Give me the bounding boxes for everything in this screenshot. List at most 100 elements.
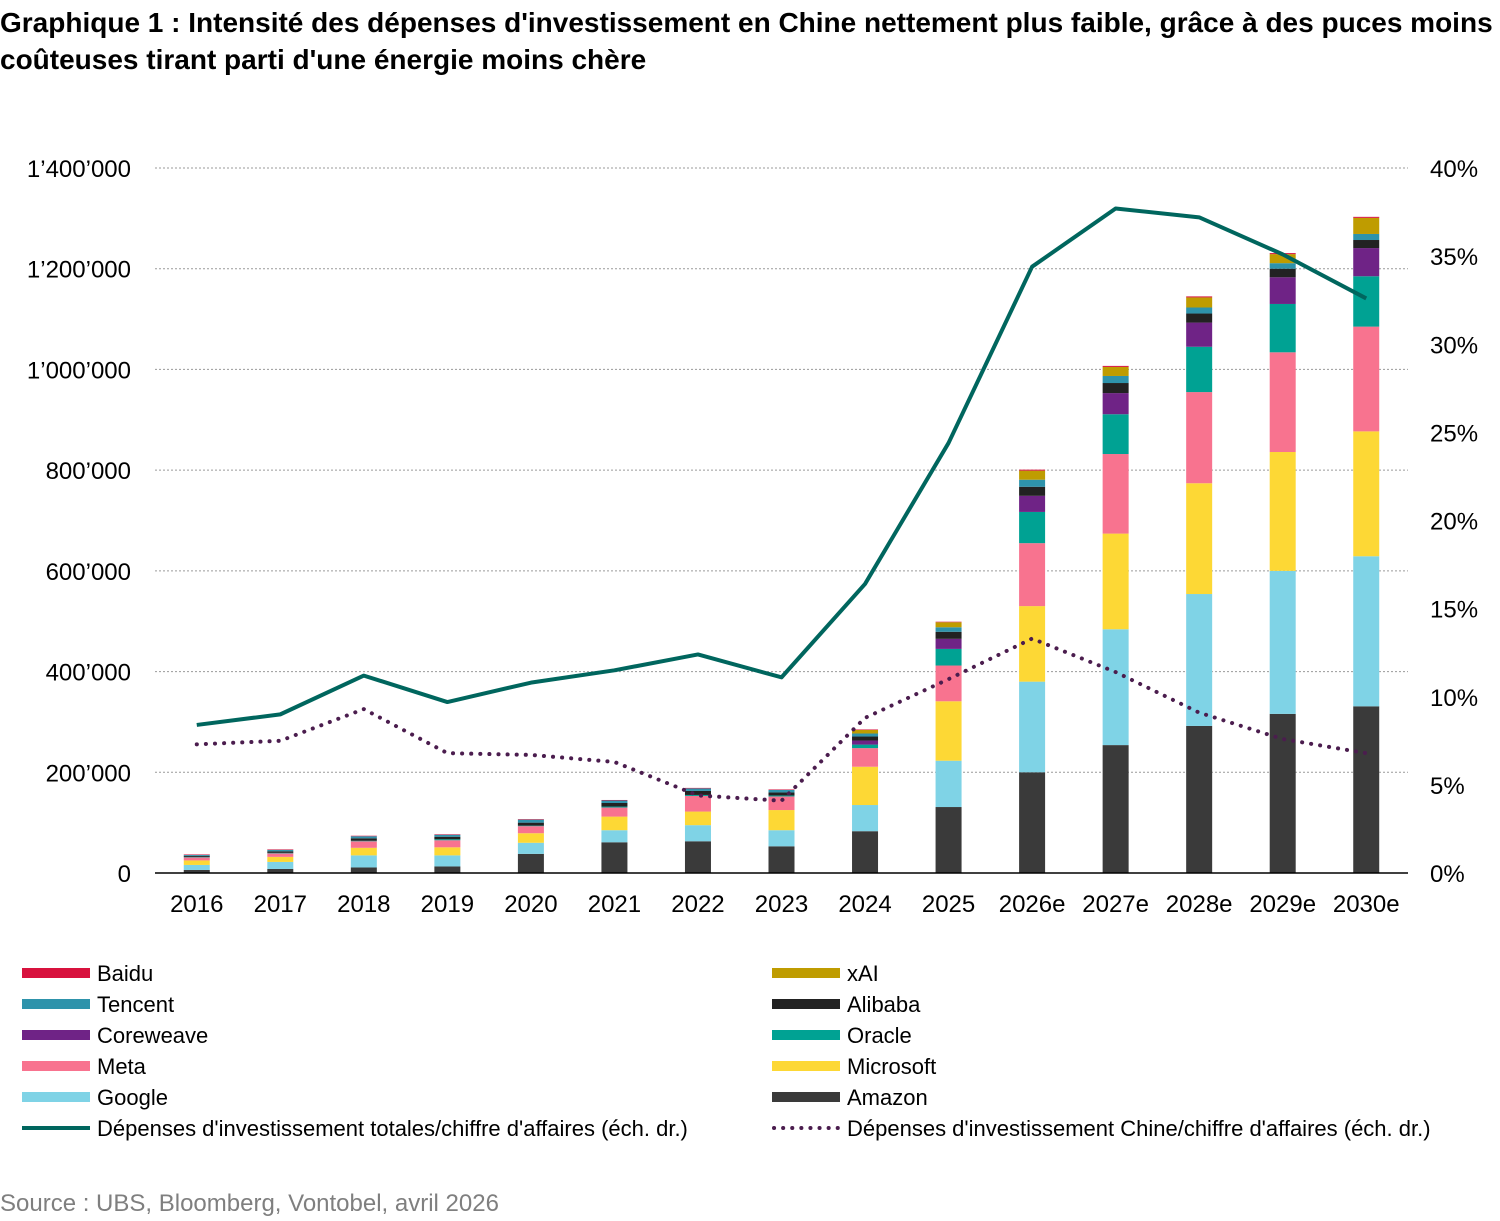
bar-tencent-2029e bbox=[1269, 263, 1296, 269]
bar-meta-2024 bbox=[852, 748, 879, 767]
legend-label: Alibaba bbox=[847, 992, 921, 1017]
bar-coreweave-2026e bbox=[1019, 495, 1046, 512]
bar-amazon-2030e bbox=[1353, 706, 1380, 873]
bar-baidu-2030e bbox=[1353, 216, 1380, 218]
bar-google-2019 bbox=[434, 855, 461, 867]
bar-alibaba-2025 bbox=[935, 631, 962, 639]
y-left-tick-label: 1’200’000 bbox=[27, 257, 131, 284]
y-left-tick-label: 0 bbox=[118, 861, 131, 888]
bar-microsoft-2025 bbox=[935, 701, 962, 761]
bar-alibaba-2022 bbox=[684, 790, 711, 795]
bar-amazon-2026e bbox=[1019, 772, 1046, 873]
bar-google-2029e bbox=[1269, 570, 1296, 714]
legend-swatch bbox=[772, 999, 840, 1009]
bar-amazon-2022 bbox=[684, 841, 711, 873]
legend-label: Google bbox=[97, 1085, 168, 1110]
x-tick-label: 2030e bbox=[1333, 891, 1400, 918]
bar-microsoft-2019 bbox=[434, 847, 461, 856]
axes: 0 200’000 400’000 600’000 800’000 1’000’000 1’… bbox=[27, 156, 1478, 918]
legend-label: Tencent bbox=[97, 992, 174, 1017]
bar-coreweave-2029e bbox=[1269, 277, 1296, 304]
bar-tencent-2016 bbox=[183, 854, 210, 856]
legend-swatch bbox=[22, 999, 90, 1009]
bar-google-2021 bbox=[601, 830, 628, 843]
bar-oracle-2021 bbox=[601, 806, 628, 808]
y-right-tick-label: 20% bbox=[1430, 509, 1478, 536]
source-note: Source : UBS, Bloomberg, Vontobel, avril… bbox=[0, 1190, 499, 1217]
bar-baidu-2023 bbox=[768, 789, 795, 790]
bar-google-2022 bbox=[684, 825, 711, 842]
bar-baidu-2017 bbox=[267, 849, 294, 850]
bar-baidu-2028e bbox=[1186, 296, 1213, 298]
y-left-tick-label: 400’000 bbox=[46, 660, 131, 687]
bar-xai-2024 bbox=[852, 729, 879, 734]
bar-alibaba-2028e bbox=[1186, 313, 1213, 323]
bar-microsoft-2023 bbox=[768, 810, 795, 831]
y-right-tick-label: 25% bbox=[1430, 420, 1478, 447]
bar-alibaba-2019 bbox=[434, 836, 461, 840]
bar-alibaba-2029e bbox=[1269, 268, 1296, 278]
bar-alibaba-2027e bbox=[1102, 383, 1129, 394]
bar-alibaba-2017 bbox=[267, 851, 294, 853]
x-tick-label: 2029e bbox=[1249, 891, 1316, 918]
legend-label: Amazon bbox=[847, 1085, 928, 1110]
x-tick-label: 2022 bbox=[671, 891, 724, 918]
legend-label: Oracle bbox=[847, 1023, 912, 1048]
bar-amazon-2023 bbox=[768, 846, 795, 873]
bar-baidu-2016 bbox=[183, 854, 210, 855]
bar-amazon-2028e bbox=[1186, 725, 1213, 873]
bar-meta-2027e bbox=[1102, 454, 1129, 534]
bar-google-2017 bbox=[267, 861, 294, 869]
bar-baidu-2027e bbox=[1102, 365, 1129, 367]
y-right-tick-label: 35% bbox=[1430, 244, 1478, 271]
y-right-tick-label: 0% bbox=[1430, 861, 1465, 888]
bar-tencent-2022 bbox=[684, 788, 711, 791]
bar-coreweave-2030e bbox=[1353, 248, 1380, 277]
bar-xai-2026e bbox=[1019, 470, 1046, 480]
x-tick-label: 2016 bbox=[170, 891, 223, 918]
bar-microsoft-2028e bbox=[1186, 483, 1213, 595]
bar-alibaba-2023 bbox=[768, 792, 795, 796]
bar-microsoft-2021 bbox=[601, 816, 628, 831]
bar-meta-2028e bbox=[1186, 392, 1213, 484]
bar-amazon-2027e bbox=[1102, 745, 1129, 873]
bar-tencent-2023 bbox=[768, 789, 795, 793]
x-tick-label: 2023 bbox=[755, 891, 808, 918]
bar-baidu-2020 bbox=[517, 819, 544, 820]
bar-google-2016 bbox=[183, 864, 210, 870]
bar-amazon-2021 bbox=[601, 842, 628, 873]
bar-tencent-2021 bbox=[601, 800, 628, 804]
legend-swatch bbox=[22, 1030, 90, 1040]
bar-xai-2025 bbox=[935, 622, 962, 628]
legend-label: Dépenses d'investissement totales/chiffr… bbox=[97, 1116, 688, 1141]
bar-alibaba-2030e bbox=[1353, 240, 1380, 249]
bar-google-2018 bbox=[350, 855, 377, 868]
bar-microsoft-2027e bbox=[1102, 533, 1129, 630]
legend: Baidu Tencent Coreweave Meta Google Dépenses … bbox=[22, 961, 1431, 1141]
bar-tencent-2017 bbox=[267, 849, 294, 852]
bar-microsoft-2022 bbox=[684, 811, 711, 826]
bar-microsoft-2024 bbox=[852, 766, 879, 806]
bar-google-2026e bbox=[1019, 681, 1046, 773]
bar-meta-2029e bbox=[1269, 352, 1296, 453]
bar-google-2020 bbox=[517, 842, 544, 854]
bar-google-2025 bbox=[935, 760, 962, 808]
legend-label: xAI bbox=[847, 961, 879, 986]
bar-amazon-2018 bbox=[350, 867, 377, 873]
y-left-tick-label: 1’000’000 bbox=[27, 357, 131, 384]
bar-meta-2020 bbox=[517, 826, 544, 834]
bar-oracle-2024 bbox=[852, 744, 879, 749]
bar-microsoft-2018 bbox=[350, 847, 377, 856]
bar-baidu-2024 bbox=[852, 729, 879, 730]
bar-oracle-2029e bbox=[1269, 303, 1296, 353]
bar-alibaba-2026e bbox=[1019, 486, 1046, 496]
bar-google-2028e bbox=[1186, 594, 1213, 726]
bar-amazon-2016 bbox=[183, 869, 210, 873]
bar-amazon-2019 bbox=[434, 866, 461, 873]
x-tick-label: 2026e bbox=[999, 891, 1066, 918]
bar-google-2024 bbox=[852, 805, 879, 832]
bar-microsoft-2030e bbox=[1353, 431, 1380, 557]
legend-label: Coreweave bbox=[97, 1023, 208, 1048]
bar-baidu-2025 bbox=[935, 621, 962, 623]
y-right-tick-label: 5% bbox=[1430, 773, 1465, 800]
